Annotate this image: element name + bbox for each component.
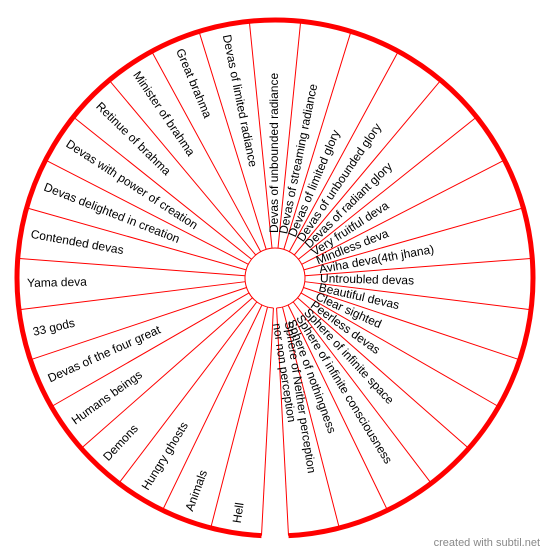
radial-chart: HellAnimalsHungry ghostsDemonsHumans bei… bbox=[0, 0, 550, 557]
credit-text: created with subtil.net bbox=[434, 537, 540, 549]
sector-label: Devas of unbounded radiance bbox=[267, 73, 281, 233]
sector-label: Yama deva bbox=[27, 275, 87, 290]
chart-container: HellAnimalsHungry ghostsDemonsHumans bei… bbox=[0, 0, 550, 557]
